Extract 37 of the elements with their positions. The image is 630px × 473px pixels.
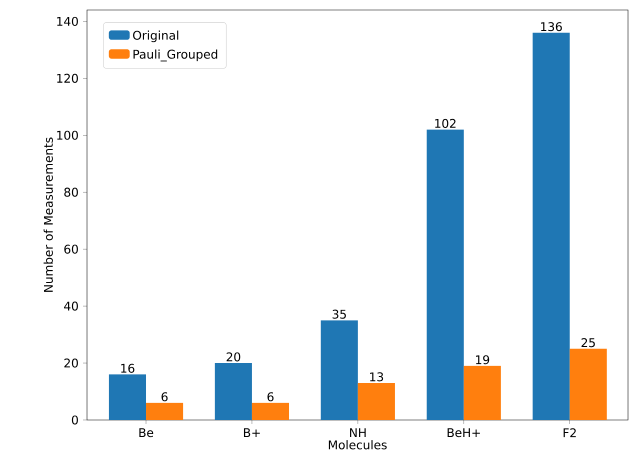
y-tick-label: 20 xyxy=(64,358,78,368)
x-tick-label: B+ xyxy=(244,428,260,437)
data-label: 6 xyxy=(268,392,274,402)
bar xyxy=(146,402,184,420)
y-tick-label: 80 xyxy=(64,188,78,197)
legend-label: Original xyxy=(133,30,178,42)
data-label: 25 xyxy=(582,338,595,348)
y-tick-label: 100 xyxy=(57,130,78,140)
legend-label: Pauli_Grouped xyxy=(134,49,218,62)
x-tick-label: BeH+ xyxy=(448,428,480,438)
x-tick-label: Be xyxy=(139,428,154,438)
data-label: 136 xyxy=(541,22,562,32)
bar xyxy=(252,402,290,420)
bar xyxy=(214,363,252,420)
y-tick-label: 60 xyxy=(64,244,78,254)
bar xyxy=(570,348,607,420)
data-label: 19 xyxy=(476,355,490,364)
data-label: 16 xyxy=(121,364,134,373)
data-label: 20 xyxy=(226,352,240,362)
bar xyxy=(108,374,146,420)
y-tick-label: 140 xyxy=(57,16,78,26)
data-label: 35 xyxy=(332,310,346,319)
bar xyxy=(464,366,501,420)
data-label: 6 xyxy=(162,392,168,402)
y-tick-label: 0 xyxy=(72,415,78,425)
y-tick-label: 40 xyxy=(64,302,78,311)
y-axis-title: Number of Measurements xyxy=(44,138,53,292)
y-tick-label: 120 xyxy=(57,74,78,83)
bar xyxy=(320,320,358,420)
bar xyxy=(426,130,464,420)
bar xyxy=(532,32,570,420)
x-axis-title: Molecules xyxy=(328,440,387,450)
data-label: 102 xyxy=(435,118,456,128)
x-tick-label: F2 xyxy=(564,428,576,438)
bar xyxy=(358,382,395,420)
data-label: 13 xyxy=(370,372,384,382)
x-tick-label: NH xyxy=(350,428,366,437)
